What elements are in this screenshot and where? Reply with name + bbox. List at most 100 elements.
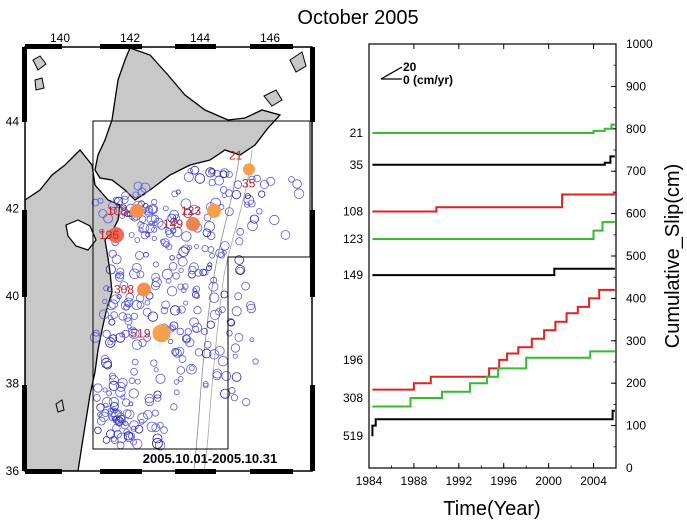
earthquake-epicentre: [160, 306, 169, 315]
earthquake-epicentre: [120, 300, 131, 311]
earthquake-epicentre: [143, 334, 151, 342]
earthquake-epicentre: [153, 394, 162, 402]
map-frame-segment: [175, 469, 216, 474]
earthquake-epicentre: [181, 244, 191, 254]
earthquake-epicentre: [173, 379, 180, 385]
earthquake-epicentre: [102, 298, 108, 304]
rate-scale-legend: 20 0 (cm/yr): [380, 60, 453, 87]
earthquake-epicentre: [172, 227, 183, 238]
station-marker-123: [207, 203, 221, 218]
station-marker-149: [186, 217, 200, 232]
earthquake-epicentre: [106, 301, 116, 311]
earthquake-epicentre: [194, 173, 206, 184]
y-tick-label: 400: [626, 291, 646, 305]
earthquake-epicentre: [128, 388, 139, 399]
earthquake-epicentre: [125, 292, 134, 302]
earthquake-epicentre: [192, 291, 200, 299]
earthquake-epicentre: [201, 348, 212, 359]
earthquake-epicentre: [183, 208, 193, 218]
earthquake-epicentre: [253, 174, 261, 183]
earthquake-epicentre: [234, 292, 243, 301]
earthquake-epicentre: [118, 312, 127, 321]
earthquake-epicentre: [144, 299, 151, 306]
longitude-tick-label: 144: [190, 31, 210, 45]
slip-series-308: [372, 350, 615, 408]
earthquake-epicentre: [230, 394, 239, 402]
station-row-label: 308: [343, 391, 363, 405]
trench-contour: [203, 149, 253, 471]
earthquake-epicentre: [108, 374, 119, 385]
earthquake-epicentre: [98, 209, 108, 219]
earthquake-epicentre: [226, 330, 233, 337]
map-frame-segment: [22, 210, 27, 297]
slip-series-149: [372, 267, 615, 277]
earthquake-epicentre: [194, 269, 203, 277]
earthquake-epicentre: [137, 187, 147, 197]
earthquake-epicentre: [110, 436, 119, 445]
earthquake-epicentre: [225, 189, 233, 197]
y-tick-label: 200: [626, 376, 646, 390]
earthquake-epicentre: [199, 268, 207, 277]
earthquake-epicentre: [103, 285, 110, 292]
earthquake-epicentre: [108, 201, 118, 211]
earthquake-epicentre: [102, 387, 108, 393]
earthquake-epicentre: [178, 355, 187, 364]
earthquake-epicentre: [105, 337, 116, 348]
earthquake-epicentre: [145, 205, 153, 214]
earthquake-epicentre: [151, 409, 159, 417]
earthquake-epicentre: [140, 230, 150, 240]
earthquake-epicentre: [233, 180, 242, 189]
earthquake-epicentre: [121, 191, 130, 200]
figure-title: October 2005: [297, 7, 418, 29]
earthquake-epicentre: [236, 266, 245, 275]
earthquake-epicentre: [116, 271, 125, 280]
station-label-21: 21: [229, 148, 243, 162]
station-label-35: 35: [242, 176, 256, 190]
earthquake-epicentre: [212, 368, 223, 379]
earthquake-epicentre: [231, 372, 242, 382]
earthquake-epicentre: [180, 287, 187, 293]
trench-contour: [193, 149, 241, 471]
earthquake-epicentre: [168, 262, 178, 271]
map-frame-segment: [100, 44, 142, 49]
earthquake-epicentre: [186, 363, 197, 375]
earthquake-epicentre: [164, 227, 172, 235]
earthquake-epicentre: [156, 421, 164, 429]
y-tick-label: 600: [626, 207, 646, 221]
earthquake-epicentre: [99, 228, 105, 234]
earthquake-epicentre: [178, 246, 189, 257]
latitude-tick-label: 44: [6, 114, 20, 128]
earthquake-epicentre: [131, 358, 139, 366]
earthquake-epicentre: [266, 176, 276, 186]
earthquake-epicentre: [192, 322, 203, 333]
earthquake-epicentre: [201, 268, 209, 276]
earthquake-epicentre: [119, 281, 129, 290]
map-axis-labels: 140 142 144 146 36 38 40 42 44: [6, 31, 281, 478]
station-row-label: 123: [343, 232, 363, 246]
earthquake-epicentre: [123, 431, 133, 441]
earthquake-epicentre: [244, 193, 251, 200]
x-tick-label: 1984: [356, 474, 383, 488]
earthquake-epicentre: [101, 409, 110, 417]
earthquake-epicentre: [172, 348, 182, 358]
honshu-landmass: [25, 149, 121, 471]
earthquake-epicentre: [180, 198, 192, 210]
earthquake-epicentre: [155, 373, 166, 384]
island-shape: [34, 77, 45, 91]
earthquake-epicentre: [150, 359, 158, 367]
earthquake-epicentre: [280, 230, 291, 240]
earthquake-epicentre: [135, 251, 144, 260]
station-marker-108: [130, 203, 144, 218]
earthquake-epicentre: [107, 286, 113, 292]
earthquake-epicentre: [131, 262, 142, 273]
earthquake-epicentre: [184, 328, 192, 336]
earthquake-epicentre: [203, 340, 212, 349]
earthquake-epicentre: [172, 272, 180, 280]
earthquake-epicentre: [99, 309, 109, 320]
earthquake-epicentre: [167, 338, 174, 345]
earthquake-epicentre: [189, 365, 195, 371]
earthquake-epicentre: [236, 227, 245, 236]
map-frame-segment: [25, 44, 62, 49]
earthquake-epicentre: [218, 251, 226, 259]
earthquake-epicentre: [256, 208, 263, 215]
